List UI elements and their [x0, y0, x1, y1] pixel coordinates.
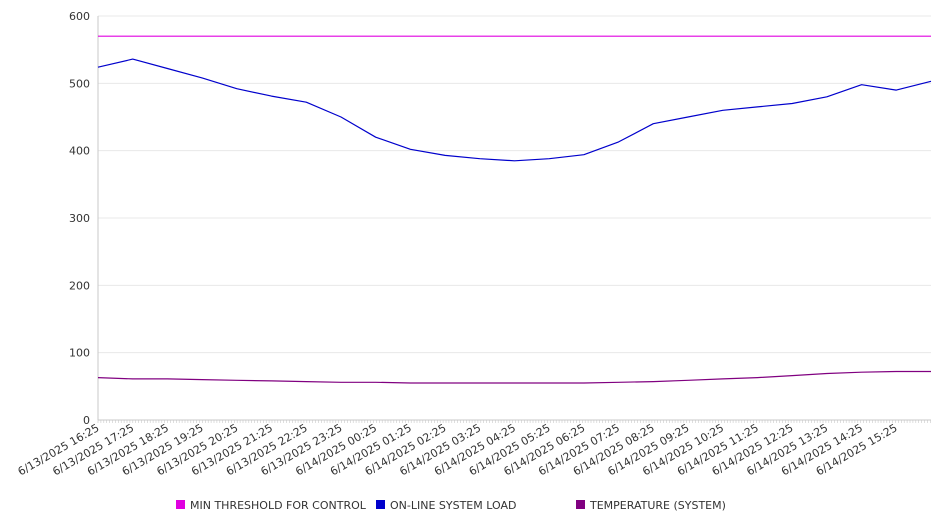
y-tick-label: 0 [83, 414, 90, 427]
legend-label: MIN THRESHOLD FOR CONTROL [190, 499, 367, 512]
axes [97, 16, 931, 423]
legend-swatch [576, 500, 585, 509]
y-tick-label: 100 [69, 347, 90, 360]
y-tick-label: 300 [69, 212, 90, 225]
y-axis-ticks: 0 100 200 300 400 500 600 [69, 10, 90, 427]
legend-label: ON-LINE SYSTEM LOAD [390, 499, 516, 512]
x-axis-ticks: 6/13/2025 16:256/13/2025 17:256/13/2025 … [16, 421, 900, 478]
y-tick-label: 400 [69, 145, 90, 158]
legend-label: TEMPERATURE (SYSTEM) [589, 499, 726, 512]
grid-lines [98, 15, 931, 421]
legend-swatch [176, 500, 185, 509]
series-line-1 [97, 58, 932, 162]
series-line-2 [97, 370, 931, 384]
legend-swatch [376, 500, 385, 509]
y-tick-label: 600 [69, 10, 90, 23]
y-tick-label: 500 [69, 77, 90, 90]
legend: MIN THRESHOLD FOR CONTROL ON-LINE SYSTEM … [176, 499, 726, 512]
series-lines [97, 35, 932, 384]
y-tick-label: 200 [69, 279, 90, 292]
